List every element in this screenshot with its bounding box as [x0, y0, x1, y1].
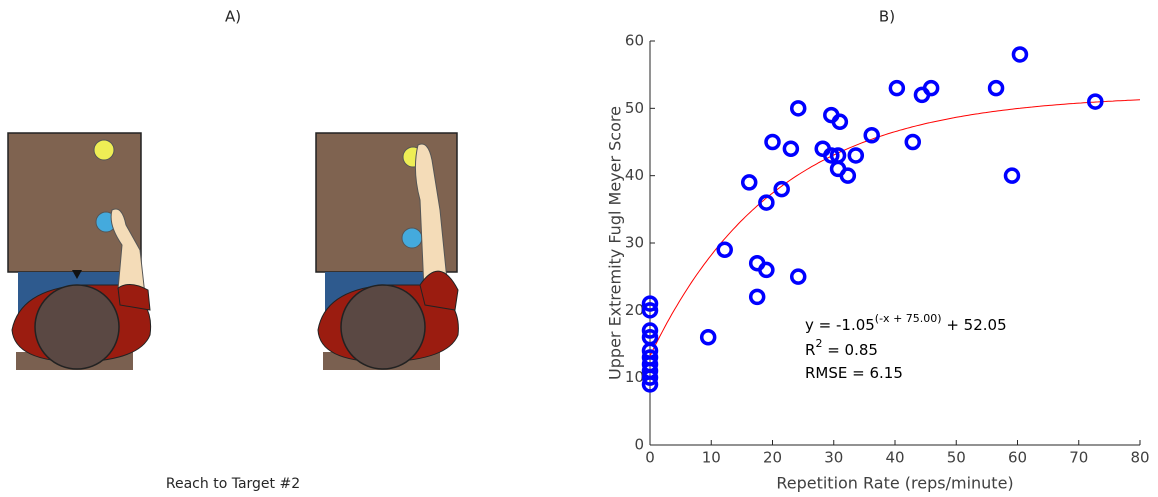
annotation-text: + 52.05 [942, 316, 1007, 334]
data-point [906, 136, 919, 149]
scatter-chart: B) 0 10 20 30 40 50 60 70 80 0 10 20 30 40 50 60 Repetiti… [606, 8, 1150, 493]
annotation: RMSE = 6.15 [805, 364, 903, 382]
data-point [766, 136, 779, 149]
annotation-text: R [805, 341, 815, 359]
figure: A) Reach to Target #2 B)0102030405060708… [0, 0, 1158, 497]
data-point [849, 149, 862, 162]
data-point [841, 169, 854, 182]
y-tick-label: 60 [625, 32, 644, 50]
x-tick-label: 20 [763, 449, 782, 467]
data-point [990, 82, 1003, 95]
y-tick-label: 0 [634, 436, 644, 454]
data-point [890, 82, 903, 95]
chart-title: B) [879, 8, 895, 26]
caption: Reach to Target #2 [166, 476, 300, 492]
y-tick-label: 20 [625, 301, 644, 319]
annotation-text: = 0.85 [822, 341, 878, 359]
y-tick-label: 50 [625, 99, 644, 117]
panel-label: A) [225, 8, 241, 26]
data-point [702, 331, 715, 344]
data-point [743, 176, 756, 189]
annotation: y = -1.05(-x + 75.00) + 52.05 [805, 312, 1007, 334]
annotation-text: RMSE = 6.15 [805, 364, 903, 382]
x-tick-label: 70 [1069, 449, 1088, 467]
x-tick-label: 30 [824, 449, 843, 467]
y-tick-label: 10 [625, 368, 644, 386]
data-point [784, 142, 797, 155]
data-point [718, 243, 731, 256]
superscript: 2 [815, 337, 822, 350]
data-point [751, 290, 764, 303]
x-tick-label: 10 [702, 449, 721, 467]
x-axis-label: Repetition Rate (reps/minute) [776, 474, 1013, 493]
x-tick-label: 40 [885, 449, 904, 467]
x-tick-label: 50 [947, 449, 966, 467]
data-point [792, 270, 805, 283]
y-axis-label: Upper Extremity Fugl Meyer Score [606, 106, 625, 380]
superscript: (-x + 75.00) [875, 312, 942, 325]
y-tick-label: 40 [625, 166, 644, 184]
annotation: R2 = 0.85 [805, 337, 878, 359]
y-tick-label: 30 [625, 234, 644, 252]
data-point [865, 129, 878, 142]
data-point [1005, 169, 1018, 182]
x-tick-label: 80 [1130, 449, 1149, 467]
x-tick-label: 60 [1008, 449, 1027, 467]
x-tick-label: 0 [645, 449, 655, 467]
data-point [1013, 48, 1026, 61]
annotation-text: y = -1.05 [805, 316, 875, 334]
data-point [792, 102, 805, 115]
panel-a-illustration: A) Reach to Target #2 [8, 8, 458, 493]
